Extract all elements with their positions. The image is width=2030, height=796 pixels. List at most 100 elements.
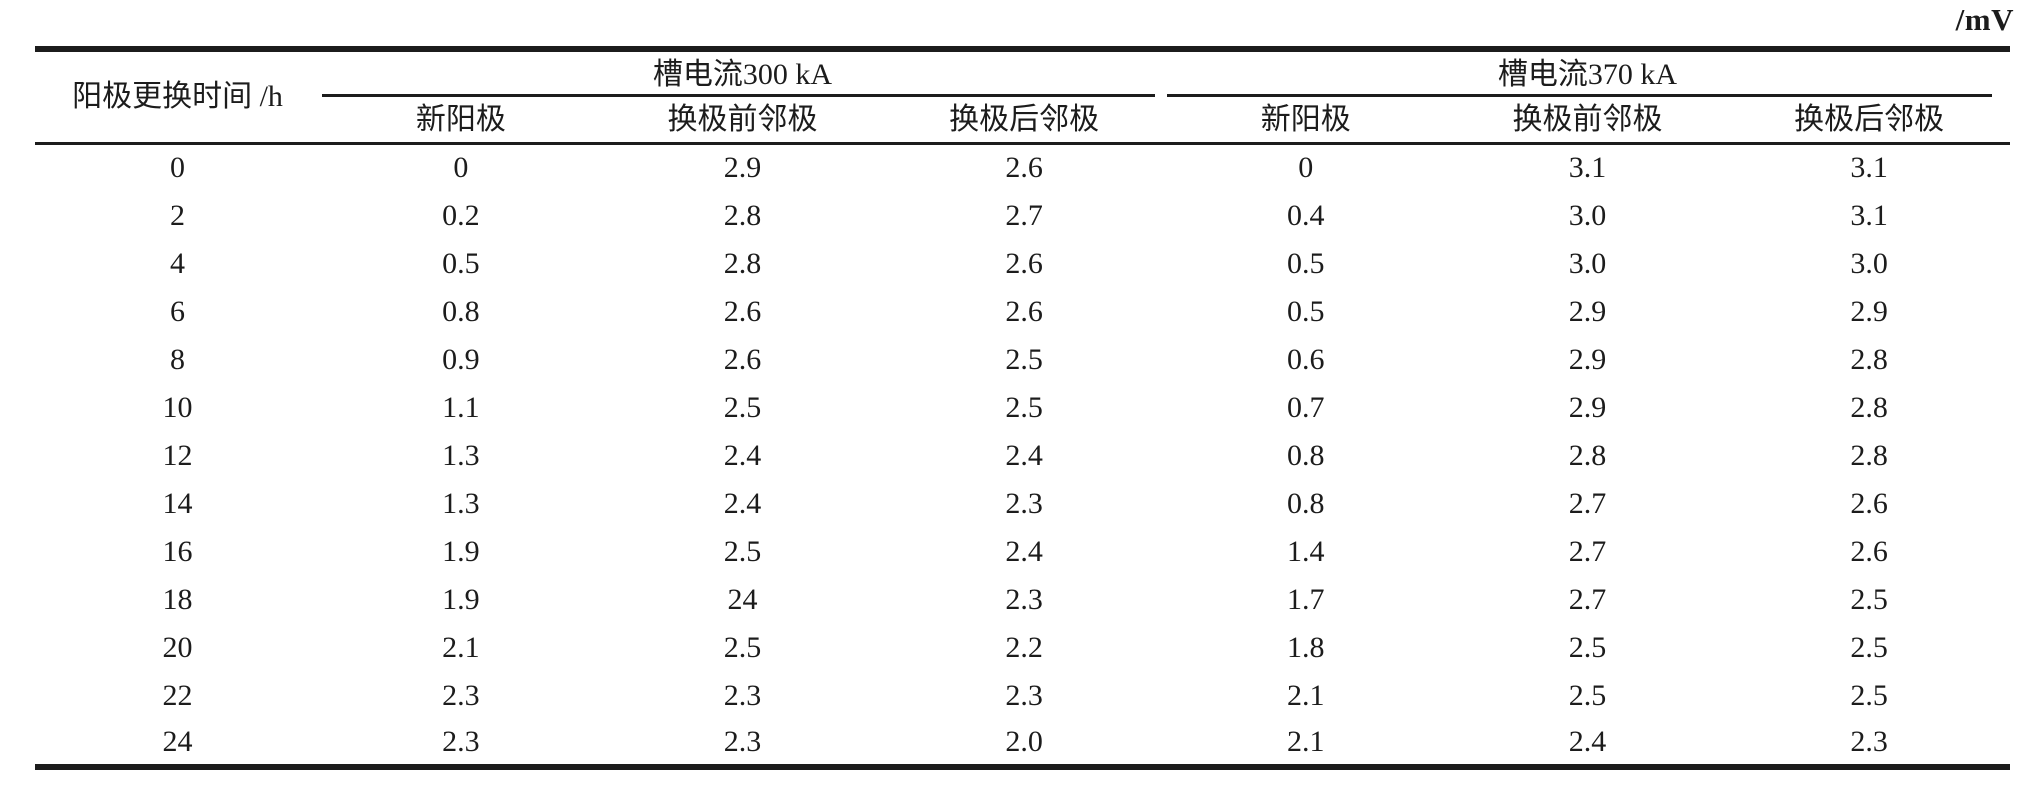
value-cell: 1.9: [442, 534, 480, 568]
value-cell: 2.9: [1850, 294, 1888, 328]
table-row: 2 0.2 2.8 2.7 0.4 3.0 3.1: [35, 191, 2010, 239]
value-cell: 2.8: [1850, 342, 1888, 376]
value-cell: 2.3: [1005, 582, 1043, 616]
col-header-anode-change-time: 阳极更换时间 /h: [35, 49, 320, 145]
value-cell: 2.1: [442, 630, 480, 664]
value-cell: 3.1: [1850, 198, 1888, 232]
value-cell: 1.9: [442, 582, 480, 616]
time-cell: 16: [162, 534, 193, 568]
time-cell: 6: [170, 294, 185, 328]
value-cell: 0.5: [442, 246, 480, 280]
value-cell: 2.4: [723, 486, 762, 520]
group-header-300ka: 槽电流300 kA: [320, 49, 1165, 97]
value-cell: 2.5: [1850, 582, 1888, 616]
col-header-neighbor-before-300: 换极前邻极: [601, 97, 884, 145]
value-cell: 1.8: [1287, 630, 1325, 664]
table-row: 10 1.1 2.5 2.5 0.7 2.9 2.8: [35, 383, 2010, 431]
value-cell: 2.5: [723, 390, 762, 424]
value-cell: 2.5: [723, 534, 762, 568]
value-cell: 1.4: [1287, 534, 1325, 568]
value-cell: 2.5: [1850, 678, 1888, 712]
value-cell: 2.6: [1850, 486, 1888, 520]
value-cell: 0.6: [1287, 342, 1325, 376]
table-row: 16 1.9 2.5 2.4 1.4 2.7 2.6: [35, 527, 2010, 575]
value-cell: 2.8: [723, 198, 762, 232]
value-cell: 2.4: [1568, 725, 1607, 758]
value-cell: 1.7: [1287, 582, 1325, 616]
value-cell: 2.3: [1850, 725, 1888, 758]
table-row: 0 0 2.9 2.6 0 3.1 3.1: [35, 143, 2010, 191]
value-cell: 3.0: [1850, 246, 1888, 280]
value-cell: 2.5: [1568, 630, 1607, 664]
time-cell: 8: [170, 342, 185, 376]
time-cell: 20: [162, 630, 193, 664]
group-header-370ka: 槽电流370 kA: [1165, 49, 2010, 97]
unit-label: /mV: [1955, 2, 2014, 37]
value-cell: 2.6: [1005, 246, 1043, 280]
value-cell: 0.8: [442, 294, 480, 328]
value-cell: 2.3: [442, 678, 480, 712]
sub-header-row: 新阳极 换极前邻极 换极后邻极 新阳极 换极前邻极 换极后邻极: [35, 97, 2010, 145]
value-cell: 2.9: [1568, 342, 1607, 376]
value-cell: 2.8: [1850, 390, 1888, 424]
time-cell: 10: [162, 390, 193, 424]
value-cell: 2.6: [1850, 534, 1888, 568]
value-cell: 2.1: [1287, 678, 1325, 712]
value-cell: 2.8: [1568, 438, 1607, 472]
time-cell: 4: [170, 246, 185, 280]
table-row: 24 2.3 2.3 2.0 2.1 2.4 2.3: [35, 719, 2010, 767]
value-cell: 2.1: [1287, 725, 1325, 758]
table-row: 22 2.3 2.3 2.3 2.1 2.5 2.5: [35, 671, 2010, 719]
value-cell: 2.5: [1005, 342, 1043, 376]
table-header: 阳极更换时间 /h 槽电流300 kA 槽电流370 kA 新阳极 换极前邻极 …: [35, 49, 2010, 145]
col-header-neighbor-after-370: 换极后邻极: [1728, 97, 2010, 145]
value-cell: 2.9: [723, 151, 762, 185]
table-row: 18 1.9 24 2.3 1.7 2.7 2.5: [35, 575, 2010, 623]
value-cell: 2.8: [1850, 438, 1888, 472]
value-cell: 3.1: [1850, 151, 1888, 185]
value-cell: 2.5: [1005, 390, 1043, 424]
value-cell: 3.0: [1568, 198, 1607, 232]
value-cell: 0.7: [1287, 390, 1325, 424]
value-cell: 2.9: [1568, 294, 1607, 328]
table-row: 8 0.9 2.6 2.5 0.6 2.9 2.8: [35, 335, 2010, 383]
value-cell: 2.5: [723, 630, 762, 664]
value-cell: 2.6: [723, 294, 762, 328]
col-header-new-anode-300: 新阳极: [320, 97, 602, 145]
value-cell: 2.9: [1568, 390, 1607, 424]
value-cell: 2.4: [723, 438, 762, 472]
value-cell: 1.1: [442, 390, 480, 424]
table-row: 20 2.1 2.5 2.2 1.8 2.5 2.5: [35, 623, 2010, 671]
anode-voltage-table: 阳极更换时间 /h 槽电流300 kA 槽电流370 kA 新阳极 换极前邻极 …: [35, 46, 2010, 770]
value-cell: 2.7: [1568, 582, 1607, 616]
table-row: 12 1.3 2.4 2.4 0.8 2.8 2.8: [35, 431, 2010, 479]
value-cell: 2.6: [1005, 294, 1043, 328]
table-body: 0 0 2.9 2.6 0 3.1 3.1 2 0.2 2.8 2.7 0.4 3.0 3.1 4 0.5 2.…: [35, 143, 2010, 767]
value-cell: 24: [727, 582, 758, 616]
value-cell: 0.8: [1287, 438, 1325, 472]
value-cell: 2.3: [723, 678, 762, 712]
value-cell: 2.4: [1005, 438, 1043, 472]
value-cell: 2.4: [1005, 534, 1043, 568]
value-cell: 2.3: [723, 725, 762, 758]
value-cell: 2.8: [723, 246, 762, 280]
col-header-neighbor-before-370: 换极前邻极: [1446, 97, 1729, 145]
value-cell: 2.3: [1005, 678, 1043, 712]
value-cell: 2.6: [1005, 151, 1043, 185]
value-cell: 0.9: [442, 342, 480, 376]
value-cell: 0.5: [1287, 294, 1325, 328]
value-cell: 3.0: [1568, 246, 1607, 280]
value-cell: 2.5: [1568, 678, 1607, 712]
value-cell: 0: [453, 151, 469, 185]
value-cell: 1.3: [442, 438, 480, 472]
value-cell: 0: [1298, 151, 1314, 185]
group-header-row: 阳极更换时间 /h 槽电流300 kA 槽电流370 kA: [35, 49, 2010, 145]
value-cell: 2.7: [1568, 534, 1607, 568]
value-cell: 2.6: [723, 342, 762, 376]
table-row: 14 1.3 2.4 2.3 0.8 2.7 2.6: [35, 479, 2010, 527]
time-cell: 24: [162, 725, 193, 758]
time-cell: 12: [162, 438, 193, 472]
value-cell: 2.5: [1850, 630, 1888, 664]
col-header-new-anode-370: 新阳极: [1164, 97, 1447, 145]
